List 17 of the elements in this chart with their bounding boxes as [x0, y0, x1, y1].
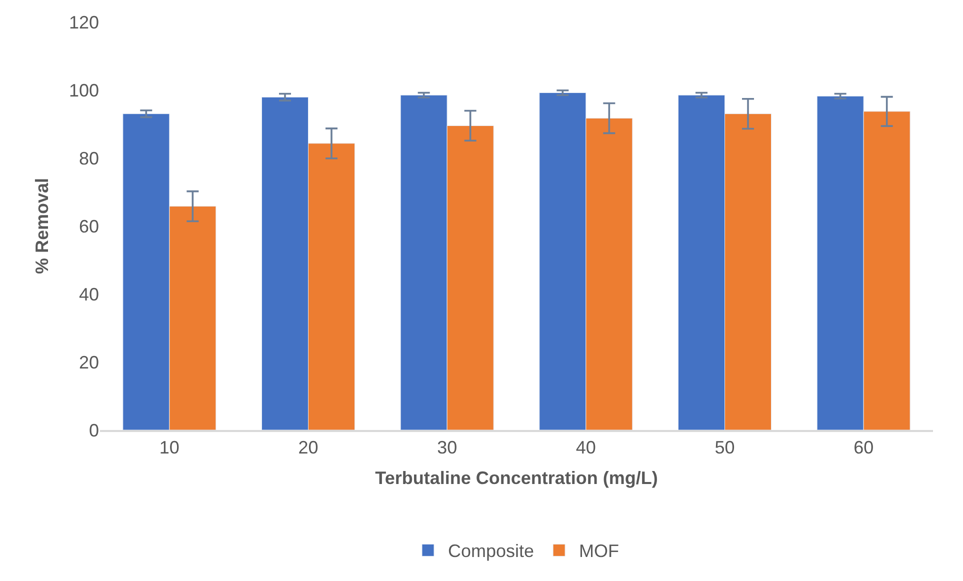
- x-tick-label: 30: [437, 437, 458, 458]
- x-tick-label: 40: [576, 437, 596, 458]
- y-tick-label: 0: [88, 420, 99, 440]
- x-tick-label: 60: [854, 437, 874, 458]
- y-tick-label: 40: [78, 284, 99, 304]
- y-axis-title: % Removal: [32, 178, 52, 274]
- y-tick-label: 60: [78, 216, 99, 236]
- x-tick-label: 20: [298, 437, 318, 458]
- x-tick-label: 50: [714, 437, 735, 458]
- y-tick-label: 20: [78, 352, 99, 372]
- y-tick-label: 80: [78, 148, 99, 168]
- legend-label: Composite: [448, 541, 534, 562]
- legend-label: MOF: [579, 541, 620, 562]
- x-axis-title: Terbutaline Concentration (mg/L): [375, 468, 658, 488]
- y-tick-label: 100: [68, 80, 99, 100]
- x-tick-label: 10: [159, 437, 180, 458]
- y-tick-label: 120: [68, 12, 99, 32]
